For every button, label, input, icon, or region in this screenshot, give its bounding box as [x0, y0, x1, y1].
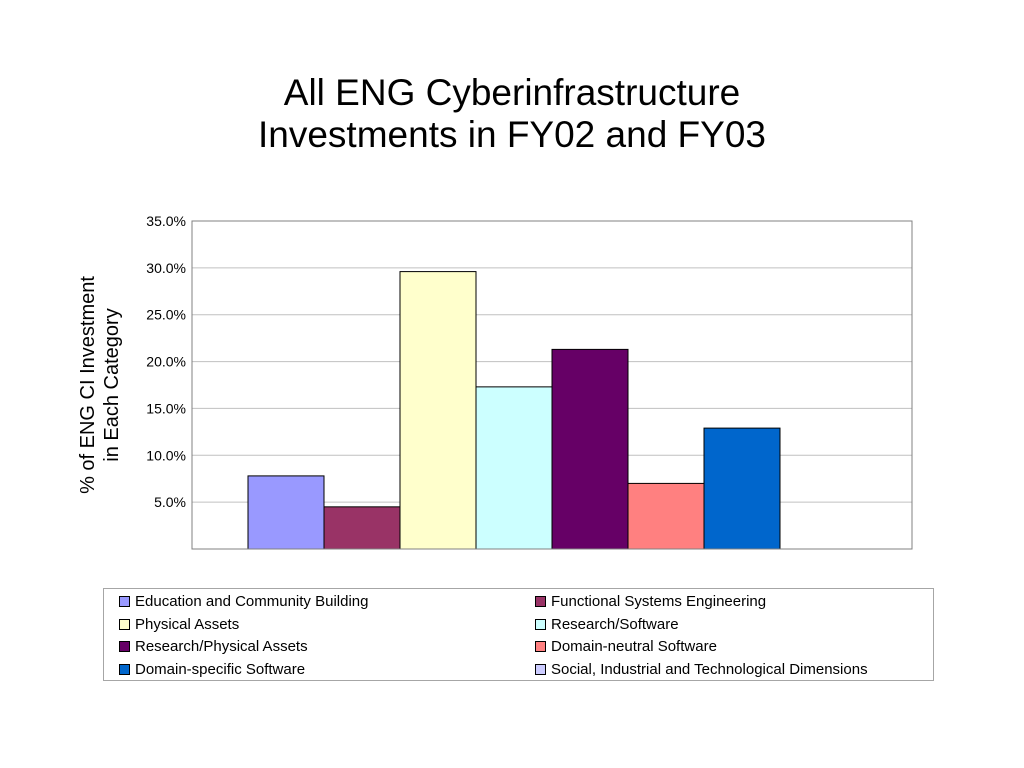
- legend-label: Research/Software: [551, 615, 679, 633]
- chart-title-line-2: Investments in FY02 and FY03: [258, 114, 766, 155]
- bar-domain-neutral-software: [627, 482, 705, 550]
- legend-swatch: [535, 596, 546, 607]
- bar-functional-systems-engineering: [323, 506, 401, 550]
- legend-item: Domain-specific Software: [119, 661, 305, 679]
- legend: Education and Community Building Function…: [103, 588, 934, 681]
- legend-item: Social, Industrial and Technological Dim…: [535, 661, 868, 679]
- bar-research-software: [475, 386, 553, 550]
- legend-item: Physical Assets: [119, 616, 239, 634]
- bar-research-physical-assets: [551, 348, 629, 550]
- bar-education-and-community-building: [247, 475, 325, 550]
- legend-label: Domain-specific Software: [135, 660, 306, 678]
- y-tick-label: 10.0%: [146, 447, 186, 463]
- legend-label: Research/Physical Assets: [135, 638, 308, 655]
- legend-swatch: [535, 618, 546, 630]
- legend-item: Education and Community Building: [119, 593, 368, 611]
- y-tick-labels: 5.0% 10.0% 15.0% 20.0% 25.0% 30.0% 35.0%: [146, 213, 186, 510]
- legend-label: Functional Systems Engineering: [551, 593, 767, 610]
- legend-swatch: [119, 618, 130, 630]
- legend-item: Research/Software: [535, 616, 679, 634]
- legend-label: Education and Community Building: [135, 593, 369, 610]
- legend-item: Research/Physical Assets: [119, 638, 308, 656]
- y-tick-label: 35.0%: [146, 213, 186, 229]
- legend-item: Domain-neutral Software: [535, 638, 717, 656]
- plot-area: [191, 220, 913, 550]
- bar-domain-specific-software: [703, 427, 781, 550]
- bar-physical-assets: [399, 271, 477, 550]
- y-tick-label: 25.0%: [146, 307, 186, 323]
- chart-title-line-1: All ENG Cyberinfrastructure: [283, 72, 741, 113]
- legend-label: Physical Assets: [135, 615, 240, 633]
- legend-swatch: [119, 641, 130, 652]
- y-tick-label: 15.0%: [146, 400, 186, 416]
- legend-swatch: [119, 596, 130, 607]
- bars: [247, 271, 781, 550]
- chart-title: All ENG Cyberinfrastructure Investments …: [0, 72, 1024, 156]
- legend-swatch: [535, 641, 546, 652]
- y-tick-label: 5.0%: [154, 494, 186, 510]
- legend-label: Social, Industrial and Technological Dim…: [551, 660, 868, 678]
- legend-label: Domain-neutral Software: [551, 638, 717, 655]
- legend-swatch: [119, 663, 130, 675]
- legend-item: Functional Systems Engineering: [535, 593, 766, 611]
- y-tick-label: 20.0%: [146, 354, 186, 370]
- legend-swatch: [535, 663, 546, 675]
- y-tick-label: 30.0%: [146, 260, 186, 276]
